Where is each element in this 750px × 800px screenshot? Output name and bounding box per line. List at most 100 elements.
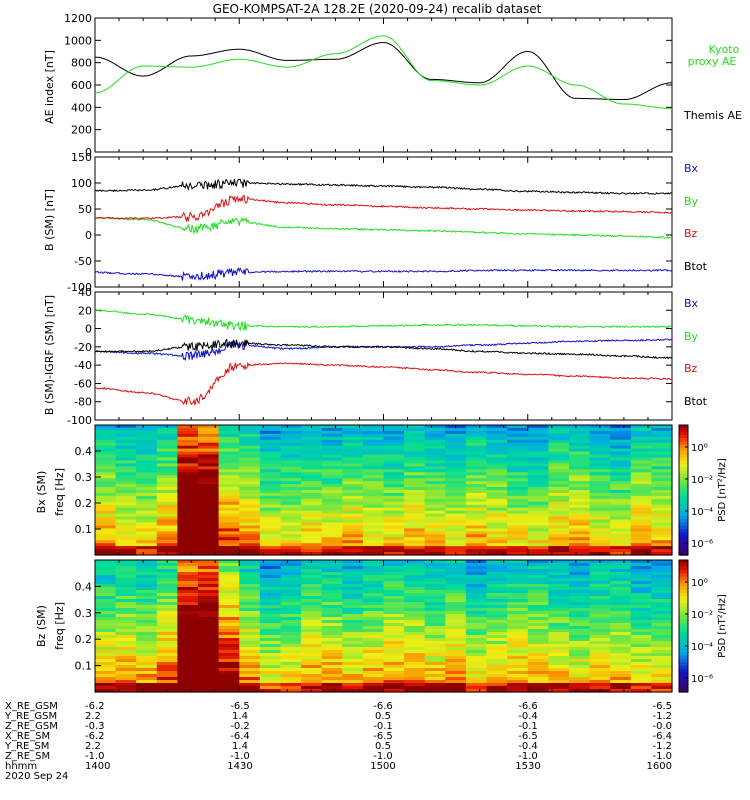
spectrogram-cell: [651, 451, 673, 456]
spectrogram-cell: [507, 686, 529, 690]
spectrogram-cell: [156, 448, 178, 453]
spectrogram-cell: [486, 490, 508, 494]
spectrogram-cell: [651, 632, 673, 636]
spectrogram-cell: [630, 650, 652, 654]
spectrogram-cell: [95, 680, 117, 684]
spectrogram-cell: [362, 563, 385, 567]
spectrogram-cell: [280, 644, 302, 648]
spectrogram-cell: [342, 575, 364, 579]
spectrogram-cell: [136, 463, 158, 467]
spectrogram-cell: [651, 566, 673, 570]
spectrogram-cell: [321, 442, 343, 447]
spectrogram-cell: [383, 578, 405, 582]
spectrogram-cell: [239, 611, 261, 615]
spectrogram-cell: [259, 487, 282, 491]
spectrogram-cell: [507, 569, 529, 573]
spectrogram-cell: [610, 578, 632, 582]
spectrogram-cell: [198, 522, 220, 527]
colorbar-cell: [679, 593, 688, 597]
spectrogram-cell: [362, 501, 385, 506]
spectrogram-cell: [239, 602, 261, 606]
spectrogram-cell: [651, 552, 673, 556]
spectrogram-cell: [95, 528, 117, 532]
spectrogram-cell: [548, 513, 570, 518]
spectrogram-cell: [198, 686, 220, 690]
spectrogram-cell: [465, 460, 488, 465]
p4-ylabel2: freq [Hz]: [53, 468, 66, 516]
spectrogram-cell: [321, 504, 343, 509]
p3-legend-bx: Bx: [684, 297, 699, 310]
spectrogram-cell: [465, 674, 488, 678]
spectrogram-cell: [445, 448, 467, 453]
spectrogram-cell: [136, 605, 158, 609]
spectrogram-cell: [569, 510, 591, 515]
spectrogram-cell: [156, 680, 178, 684]
spectrogram-cell: [507, 552, 529, 556]
footer-value: -6.2: [85, 731, 105, 742]
spectrogram-cell: [610, 668, 632, 672]
spectrogram-cell: [259, 433, 282, 438]
spectrogram-cell: [301, 457, 323, 462]
spectrogram-cell: [259, 525, 282, 530]
spectrogram-cell: [239, 617, 261, 621]
spectrogram-cell: [321, 671, 343, 675]
y-tick-label: 0: [85, 229, 92, 242]
spectrogram-cell: [548, 516, 570, 521]
spectrogram-cell: [569, 563, 591, 567]
spectrogram-cell: [404, 566, 426, 570]
spectrogram-cell: [177, 433, 199, 438]
spectrogram-cell: [404, 495, 426, 500]
spectrogram-cell: [445, 436, 467, 441]
spectrogram-cell: [610, 656, 632, 660]
footer-value: 1400: [85, 761, 110, 772]
spectrogram-cell: [610, 587, 632, 591]
spectrogram-cell: [198, 475, 220, 479]
spectrogram-cell: [610, 641, 632, 645]
spectrogram-cell: [280, 563, 302, 567]
spectrogram-cell: [507, 578, 529, 582]
footer-value: 2.2: [85, 741, 101, 752]
spectrogram-cell: [218, 641, 240, 645]
spectrogram-cell: [445, 525, 467, 530]
spectrogram-cell: [569, 525, 591, 530]
spectrogram-cell: [507, 448, 529, 453]
spectrogram-cell: [569, 430, 591, 435]
spectrogram-cell: [507, 674, 529, 678]
spectrogram-cell: [321, 430, 343, 435]
spectrogram-cell: [589, 578, 611, 582]
spectrogram-cell: [280, 454, 302, 459]
spectrogram-cell: [486, 543, 508, 547]
spectrogram-cell: [424, 572, 446, 576]
spectrogram-cell: [301, 668, 323, 672]
footer-value: -0.3: [85, 721, 105, 732]
y-tick-label: -60: [74, 377, 92, 390]
spectrogram-cell: [321, 487, 343, 491]
spectrogram-cell: [136, 478, 158, 482]
spectrogram-cell: [507, 629, 529, 633]
spectrogram-cell: [95, 647, 117, 651]
spectrogram-cell: [486, 662, 508, 666]
spectrogram-cell: [445, 638, 467, 642]
spectrogram-cell: [259, 552, 282, 556]
spectrogram-cell: [280, 683, 302, 687]
spectrogram-cell: [362, 510, 385, 515]
spectrogram-cell: [548, 671, 570, 675]
spectrogram-cell: [630, 472, 652, 476]
spectrogram-cell: [445, 493, 467, 497]
spectrogram-cell: [507, 522, 529, 527]
spectrogram-cell: [218, 525, 240, 530]
spectrogram-cell: [115, 469, 137, 473]
spectrogram-cell: [362, 528, 385, 532]
colorbar-cell: [679, 659, 688, 663]
spectrogram-cell: [548, 653, 570, 657]
spectrogram-cell: [486, 513, 508, 518]
spectrogram-cell: [259, 546, 282, 550]
spectrogram-cell: [280, 638, 302, 642]
spectrogram-cell: [465, 481, 488, 485]
spectrogram-cell: [630, 534, 652, 538]
spectrogram-cell: [280, 581, 302, 585]
spectrogram-cell: [424, 653, 446, 657]
spectrogram-cell: [198, 659, 220, 663]
spectrogram-cell: [404, 428, 426, 432]
spectrogram-cell: [280, 516, 302, 521]
